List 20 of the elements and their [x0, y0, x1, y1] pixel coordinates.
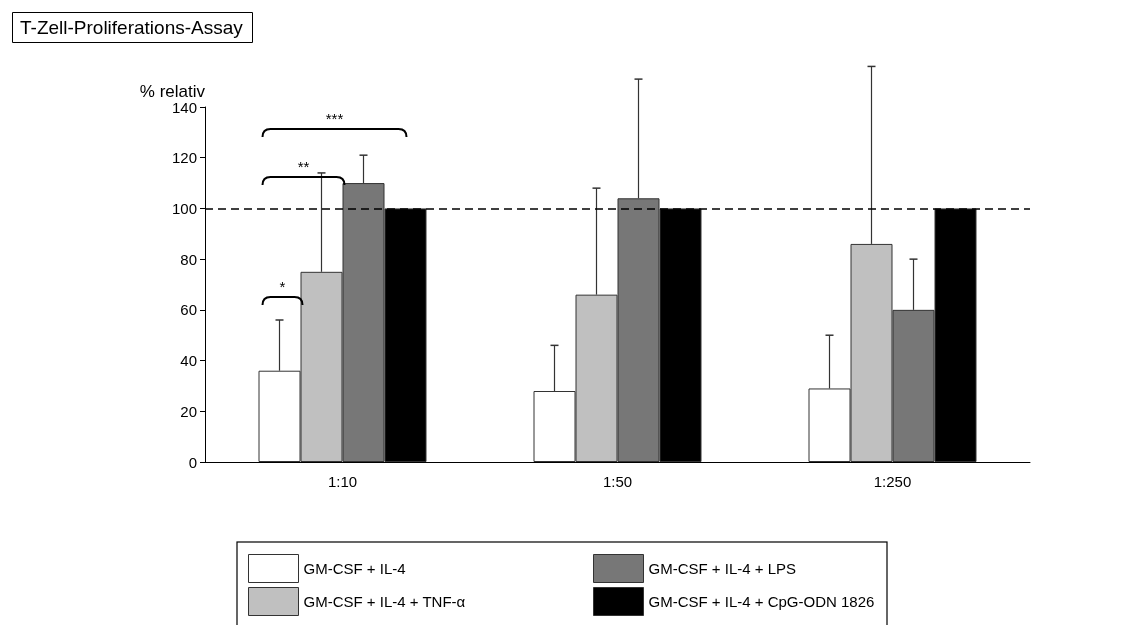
y-tick-label: 120 [171, 149, 197, 167]
legend-label: GM-CSF + IL-4 + CpG-ODN 1826 [648, 593, 875, 610]
annotation: ** [297, 158, 310, 175]
y-tick-label: 60 [180, 301, 197, 319]
x-tick-label: 1:50 [602, 473, 633, 490]
y-tick-label: 40 [180, 352, 197, 370]
y-tick-label: 20 [180, 402, 197, 420]
x-tick-label: 1:250 [873, 473, 912, 490]
annotation: *** [325, 110, 344, 127]
legend-label: GM-CSF + IL-4 [303, 560, 406, 577]
y-tick-label: 80 [180, 250, 197, 268]
x-tick-label: 1:10 [327, 473, 358, 490]
annotation: * [279, 278, 286, 295]
y-axis-title: % relativ [139, 81, 206, 101]
y-tick-label: 100 [171, 199, 197, 217]
legend-label: GM-CSF + IL-4 + TNF-α [303, 593, 466, 610]
chart-title: T-Zell-Proliferations-Assay [20, 17, 244, 38]
y-tick-label: 140 [171, 98, 197, 116]
y-tick-label: 0 [188, 453, 197, 471]
legend-label: GM-CSF + IL-4 + LPS [648, 560, 797, 577]
